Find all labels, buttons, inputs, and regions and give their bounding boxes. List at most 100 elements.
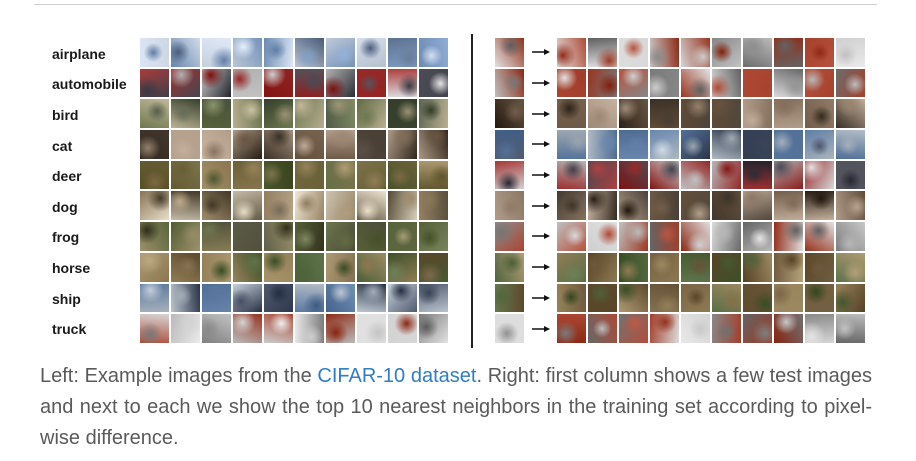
sample-thumbnail [171, 38, 200, 67]
sample-thumbnail [295, 38, 324, 67]
sample-thumbnail [388, 160, 417, 190]
sample-thumbnail [171, 130, 200, 159]
class-label-bird: bird [52, 107, 79, 123]
sample-thumbnail [264, 191, 293, 221]
arrow-right-icon [526, 252, 555, 282]
sample-thumbnail [140, 191, 169, 221]
neighbor-thumbnail [712, 191, 741, 221]
sample-thumbnail [140, 222, 169, 251]
arrow-right-icon [526, 314, 555, 343]
neighbor-thumbnail [619, 160, 648, 190]
neighbor-thumbnail [712, 160, 741, 190]
sample-thumbnail [233, 252, 262, 282]
sample-thumbnail [388, 252, 417, 282]
sample-thumbnail [357, 99, 386, 129]
sample-thumbnail [202, 314, 231, 343]
sample-thumbnail [357, 38, 386, 67]
neighbor-thumbnail [805, 38, 834, 67]
sample-thumbnail [264, 68, 293, 98]
sample-thumbnail [171, 252, 200, 282]
sample-thumbnail [357, 68, 386, 98]
neighbor-thumbnail [774, 191, 803, 221]
sample-thumbnail [233, 222, 262, 251]
sample-thumbnail [171, 314, 200, 343]
neighbor-thumbnail [650, 160, 679, 190]
neighbor-thumbnail [650, 252, 679, 282]
sample-thumbnail [202, 99, 231, 129]
neighbor-thumbnail [836, 283, 865, 313]
neighbor-thumbnail [588, 38, 617, 67]
sample-thumbnail [171, 191, 200, 221]
neighbor-thumbnail [681, 191, 710, 221]
sample-thumbnail [326, 283, 355, 313]
neighbor-thumbnail [619, 68, 648, 98]
neighbor-thumbnail [557, 99, 586, 129]
neighbor-thumbnail [557, 130, 586, 159]
sample-thumbnail [326, 252, 355, 282]
neighbor-thumbnail [588, 283, 617, 313]
neighbor-thumbnail [743, 252, 772, 282]
sample-thumbnail [326, 160, 355, 190]
sample-thumbnail [264, 130, 293, 159]
neighbor-thumbnail [681, 160, 710, 190]
sample-thumbnail [295, 283, 324, 313]
sample-thumbnail [202, 283, 231, 313]
class-label-deer: deer [52, 168, 82, 184]
sample-thumbnail [264, 314, 293, 343]
neighbor-thumbnail [774, 99, 803, 129]
arrow-right-icon [526, 99, 555, 129]
sample-thumbnail [419, 38, 448, 67]
sample-thumbnail [140, 252, 169, 282]
sample-thumbnail [233, 130, 262, 159]
neighbor-thumbnail [805, 99, 834, 129]
figure-caption: Left: Example images from the CIFAR-10 d… [40, 361, 872, 454]
neighbor-thumbnail [619, 222, 648, 251]
neighbor-thumbnail [588, 68, 617, 98]
neighbor-thumbnail [743, 130, 772, 159]
sample-thumbnail [326, 191, 355, 221]
sample-thumbnail [295, 222, 324, 251]
class-label-horse: horse [52, 260, 91, 276]
neighbor-thumbnail [588, 130, 617, 159]
sample-thumbnail [202, 130, 231, 159]
sample-thumbnail [171, 68, 200, 98]
sample-thumbnail [357, 283, 386, 313]
neighbor-thumbnail [743, 283, 772, 313]
neighbor-thumbnail [743, 191, 772, 221]
neighbor-thumbnail [681, 68, 710, 98]
sample-thumbnail [326, 130, 355, 159]
neighbor-thumbnail [557, 314, 586, 343]
sample-thumbnail [140, 160, 169, 190]
sample-thumbnail [419, 283, 448, 313]
neighbor-thumbnail [588, 99, 617, 129]
arrow-right-icon [526, 222, 555, 251]
neighbor-thumbnail [681, 99, 710, 129]
neighbor-thumbnail [681, 130, 710, 159]
neighbor-thumbnail [712, 99, 741, 129]
cifar10-dataset-link[interactable]: CIFAR-10 dataset [317, 365, 477, 387]
sample-thumbnail [357, 222, 386, 251]
sample-thumbnail [295, 99, 324, 129]
sample-thumbnail [202, 68, 231, 98]
neighbor-thumbnail [619, 191, 648, 221]
neighbor-thumbnail [681, 222, 710, 251]
class-label-dog: dog [52, 199, 78, 215]
sample-thumbnail [295, 252, 324, 282]
top-divider-line [34, 4, 877, 5]
neighbor-thumbnail [774, 314, 803, 343]
sample-thumbnail [357, 314, 386, 343]
sample-thumbnail [326, 222, 355, 251]
sample-thumbnail [295, 314, 324, 343]
sample-thumbnail [388, 130, 417, 159]
sample-thumbnail [202, 191, 231, 221]
sample-thumbnail [326, 38, 355, 67]
sample-thumbnail [140, 38, 169, 67]
test-image-thumbnail [495, 68, 524, 98]
class-label-truck: truck [52, 321, 87, 337]
sample-thumbnail [357, 130, 386, 159]
arrow-right-icon [526, 160, 555, 190]
neighbor-thumbnail [774, 160, 803, 190]
neighbor-thumbnail [805, 68, 834, 98]
panel-divider [471, 34, 473, 348]
neighbor-thumbnail [743, 160, 772, 190]
